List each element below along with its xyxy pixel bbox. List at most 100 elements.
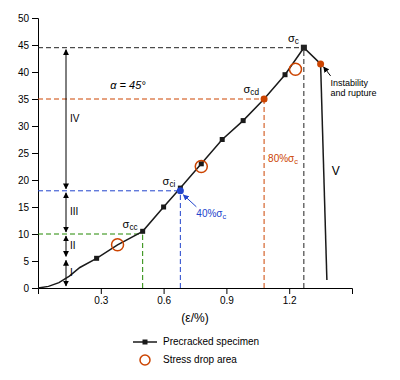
level-square bbox=[301, 45, 307, 51]
curve-marker bbox=[140, 229, 145, 234]
annotation: α = 45° bbox=[110, 78, 146, 90]
text-subscript: c bbox=[223, 212, 227, 221]
level-vline bbox=[180, 191, 181, 288]
text-line: and rupture bbox=[331, 88, 377, 98]
curve-marker bbox=[220, 137, 225, 142]
region-label: II bbox=[70, 240, 76, 251]
legend-item: Precracked specimen bbox=[133, 336, 259, 347]
text-subscript: ci bbox=[169, 180, 175, 189]
level-hline bbox=[38, 234, 143, 235]
level-hline bbox=[38, 190, 180, 191]
level-vline bbox=[264, 99, 265, 288]
level-label: σcd bbox=[244, 83, 260, 97]
y-tick-label: 30 bbox=[18, 121, 30, 132]
y-tick-mark bbox=[32, 207, 38, 208]
legend-item: Stress drop area bbox=[140, 354, 237, 365]
y-axis-line bbox=[32, 19, 39, 289]
y-tick: 20 bbox=[18, 175, 38, 186]
stress-drop-circle bbox=[289, 63, 301, 75]
curve-marker bbox=[262, 97, 267, 102]
region-label: IV bbox=[70, 113, 80, 124]
y-tick-label: 50 bbox=[18, 13, 30, 24]
legend-label: Precracked specimen bbox=[163, 336, 259, 347]
y-tick: 40 bbox=[18, 67, 38, 78]
region-arrow bbox=[66, 260, 67, 286]
y-tick: 45 bbox=[18, 40, 38, 51]
x-tick-label: 0.6 bbox=[157, 295, 171, 306]
plot: 0.30.60.91.205101520253035404550(ε/%)σcc… bbox=[18, 13, 377, 365]
y-tick: 35 bbox=[18, 94, 38, 105]
text-part: 40%σ bbox=[196, 208, 223, 219]
x-tick: 0.3 bbox=[94, 288, 108, 306]
y-tick-label: 0 bbox=[23, 283, 29, 294]
x-tick-mark bbox=[289, 288, 290, 294]
annotation: 40%σc bbox=[196, 208, 226, 221]
annotation-arrow bbox=[183, 195, 196, 207]
curve-marker bbox=[283, 72, 288, 77]
level-label: σc bbox=[288, 32, 299, 46]
text-line: Instability bbox=[331, 78, 369, 88]
y-tick-label: 5 bbox=[23, 256, 29, 267]
region-arrow bbox=[66, 50, 67, 189]
y-tick-label: 45 bbox=[18, 40, 30, 51]
x-axis-title: (ε/%) bbox=[181, 311, 208, 325]
y-tick: 25 bbox=[18, 148, 38, 159]
y-tick: 10 bbox=[18, 229, 38, 240]
y-tick: 0 bbox=[23, 283, 38, 294]
y-tick-mark bbox=[32, 45, 38, 46]
legend: Precracked specimen Stress drop area bbox=[133, 336, 259, 365]
x-tick: 0.6 bbox=[157, 288, 171, 306]
region-label: I bbox=[70, 267, 73, 278]
level-vline bbox=[142, 234, 143, 288]
y-axis: 0 5 10 15 20 25 30 35 40 45 50 bbox=[18, 13, 39, 294]
y-tick-mark bbox=[32, 261, 38, 262]
y-tick-label: 10 bbox=[18, 229, 30, 240]
level-note: 80%σc bbox=[268, 153, 298, 166]
y-tick-label: 35 bbox=[18, 94, 30, 105]
level-label: σci bbox=[163, 175, 176, 189]
text-part: 80%σ bbox=[268, 153, 295, 164]
stress-drop-circle bbox=[195, 161, 207, 173]
level-label: σcc bbox=[123, 218, 138, 232]
x-tick-mark bbox=[226, 288, 227, 294]
y-tick-mark bbox=[32, 153, 38, 154]
x-tick-mark bbox=[101, 288, 102, 294]
level-hline bbox=[38, 47, 304, 48]
curve-marker bbox=[241, 118, 246, 123]
y-tick-mark bbox=[32, 126, 38, 127]
instability-label: Instabilityand rupture bbox=[331, 78, 377, 98]
y-tick: 5 bbox=[23, 256, 38, 267]
region-arrow bbox=[66, 193, 67, 232]
x-axis: 0.3 0.6 0.9 1.2 bbox=[39, 288, 353, 306]
y-tick: 30 bbox=[18, 121, 38, 132]
y-tick-label: 25 bbox=[18, 148, 30, 159]
curve-marker bbox=[161, 205, 166, 210]
drop-line bbox=[321, 64, 327, 280]
x-tick-label: 1.2 bbox=[283, 295, 297, 306]
y-tick-label: 15 bbox=[18, 202, 30, 213]
text-subscript: c bbox=[295, 37, 299, 46]
curve-marker bbox=[199, 161, 204, 166]
y-tick-mark bbox=[32, 99, 38, 100]
x-axis-line bbox=[39, 289, 353, 295]
marks bbox=[38, 45, 327, 288]
y-tick-label: 40 bbox=[18, 67, 30, 78]
annotations: σccσciσcd80%σcσcIIIIIIIVα = 45°40%σcInst… bbox=[70, 32, 377, 278]
text-subscript: cc bbox=[129, 223, 137, 232]
y-tick-mark bbox=[32, 234, 38, 235]
y-tick-mark bbox=[32, 72, 38, 73]
y-tick-mark bbox=[32, 18, 38, 19]
legend-marker bbox=[143, 340, 148, 345]
curve-marker bbox=[301, 45, 306, 50]
chart: 0.30.60.91.205101520253035404550(ε/%)σcc… bbox=[0, 0, 400, 380]
legend-swatch bbox=[140, 355, 150, 365]
x-tick-label: 0.9 bbox=[220, 295, 234, 306]
x-tick: 0.9 bbox=[220, 288, 234, 306]
text-subscript: c bbox=[294, 157, 298, 166]
y-tick-label: 20 bbox=[18, 175, 30, 186]
curve bbox=[38, 48, 321, 288]
y-tick-mark bbox=[32, 288, 38, 289]
y-tick: 15 bbox=[18, 202, 38, 213]
curve-marker bbox=[94, 256, 99, 261]
y-tick: 50 bbox=[18, 13, 38, 24]
